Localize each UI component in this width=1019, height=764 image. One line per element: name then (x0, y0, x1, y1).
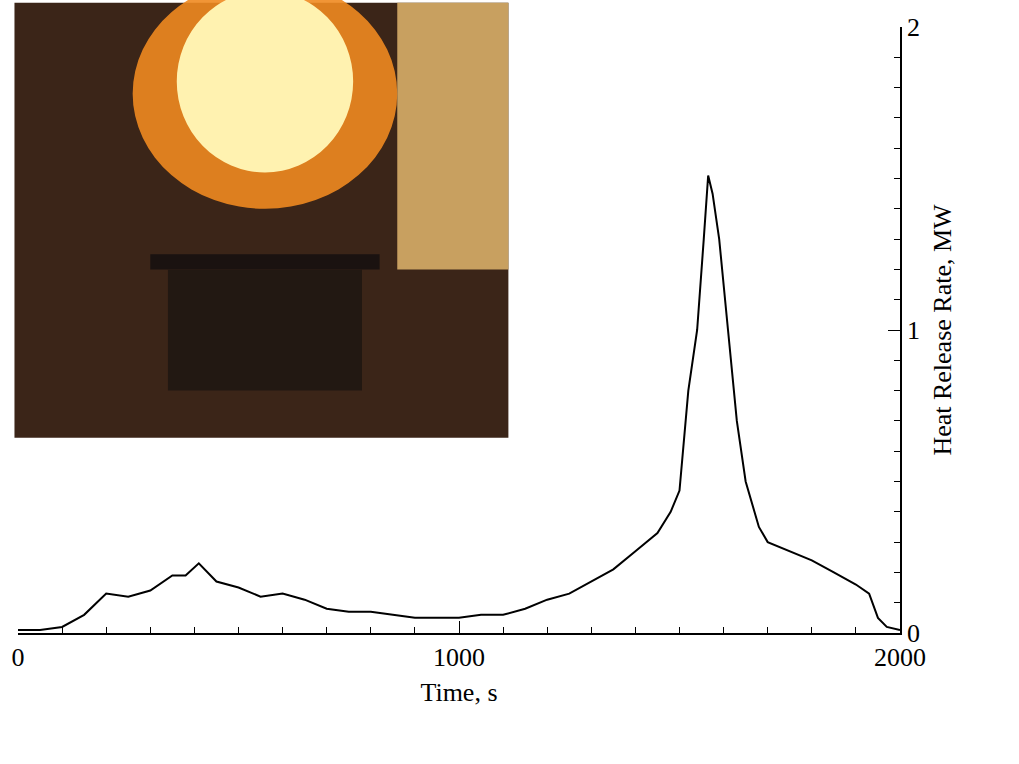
svg-text:1: 1 (907, 316, 920, 345)
svg-text:Heat Release Rate, MW: Heat Release Rate, MW (928, 204, 957, 456)
svg-text:2000: 2000 (874, 643, 926, 672)
svg-text:1000: 1000 (433, 643, 485, 672)
svg-text:Time, s: Time, s (420, 678, 497, 707)
svg-text:2: 2 (907, 13, 920, 42)
svg-text:0: 0 (12, 643, 25, 672)
svg-text:0: 0 (907, 619, 920, 648)
